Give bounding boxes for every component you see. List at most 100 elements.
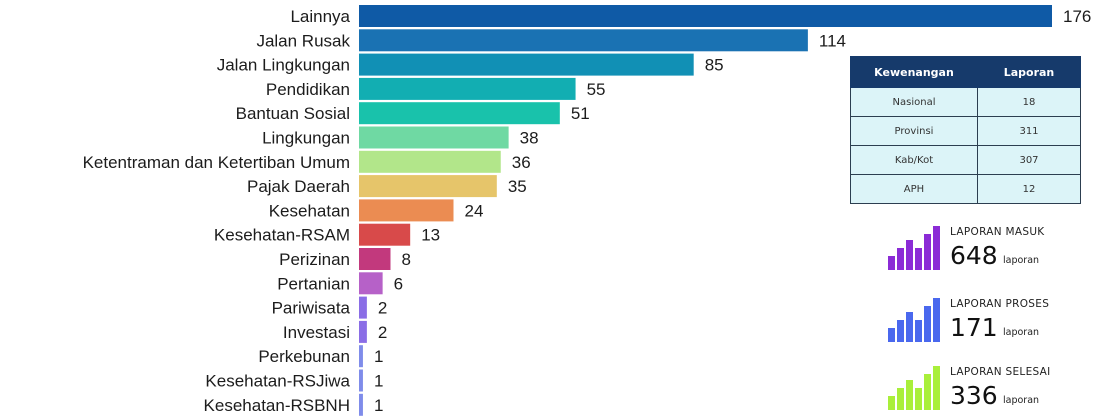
authority-col-header: Kewenangan: [850, 56, 978, 88]
bar: [359, 223, 411, 246]
value-label: 36: [512, 153, 531, 172]
icon-bar: [933, 366, 940, 410]
category-label: Lainnya: [290, 7, 350, 26]
value-label: 176: [1063, 7, 1091, 26]
category-label: Jalan Rusak: [256, 31, 350, 50]
value-label: 114: [819, 31, 846, 50]
reports-cell: 311: [977, 116, 1081, 146]
icon-bar: [915, 248, 922, 270]
category-label: Pariwisata: [272, 299, 351, 318]
bar: [359, 393, 363, 416]
bar: [359, 345, 363, 368]
value-label: 24: [465, 201, 484, 220]
icon-bar: [888, 396, 895, 410]
stat-laporan-proses: LAPORAN PROSES 171 laporan: [886, 290, 1101, 348]
bar: [359, 5, 1052, 27]
bar: [359, 29, 808, 52]
authority-table: Kewenangan Laporan Nasional 18 Provinsi …: [850, 56, 1081, 204]
stat-laporan-selesai: LAPORAN SELESAI 336 laporan: [886, 358, 1101, 416]
authority-table-header: Kewenangan Laporan: [850, 56, 1081, 88]
value-label: 38: [520, 129, 539, 148]
bar: [359, 102, 560, 125]
icon-bar: [924, 234, 931, 270]
value-label: 8: [402, 250, 411, 269]
value-label: 2: [378, 323, 387, 342]
category-label: Perkebunan: [258, 347, 350, 366]
bar: [359, 369, 363, 392]
bar: [359, 248, 391, 270]
bar: [359, 77, 576, 100]
bar: [359, 296, 367, 319]
bar-graph-icon: [888, 366, 940, 410]
stat-title: LAPORAN SELESAI: [950, 366, 1051, 378]
stat-value: 648: [950, 241, 998, 270]
icon-bar: [924, 306, 931, 342]
icon-bar: [906, 312, 913, 342]
icon-bar: [888, 328, 895, 342]
icon-bar: [906, 380, 913, 410]
category-label: Kesehatan-RSBNH: [204, 396, 350, 415]
reports-cell: 18: [977, 87, 1081, 117]
category-label: Kesehatan: [269, 201, 350, 220]
bar: [359, 126, 509, 149]
category-label: Perizinan: [279, 250, 350, 269]
reports-cell: 307: [977, 145, 1081, 175]
icon-bar: [933, 298, 940, 342]
category-label: Pertanian: [277, 274, 350, 293]
icon-bar: [897, 248, 904, 270]
icon-bar: [915, 388, 922, 410]
value-label: 35: [508, 177, 527, 196]
category-label: Lingkungan: [262, 129, 350, 148]
bar: [359, 320, 367, 343]
icon-bar: [933, 226, 940, 270]
authority-cell: Nasional: [850, 87, 978, 117]
icon-bar: [915, 320, 922, 342]
authority-cell: APH: [850, 174, 978, 204]
bar: [359, 175, 497, 198]
bar: [359, 272, 383, 295]
bar-graph-icon: [888, 298, 940, 342]
icon-bar: [897, 320, 904, 342]
value-label: 1: [374, 396, 383, 415]
category-label: Pajak Daerah: [247, 177, 350, 196]
stat-unit: laporan: [1003, 255, 1040, 266]
value-label: 2: [378, 299, 387, 318]
icon-bar: [897, 388, 904, 410]
stat-unit: laporan: [1003, 395, 1040, 406]
category-label: Kesehatan-RSJiwa: [205, 372, 350, 391]
stat-title: LAPORAN MASUK: [950, 226, 1045, 238]
category-label: Ketentraman dan Ketertiban Umum: [83, 153, 350, 172]
table-row: Nasional 18: [850, 87, 1081, 117]
stat-title: LAPORAN PROSES: [950, 298, 1050, 310]
icon-bar: [924, 374, 931, 410]
category-label: Bantuan Sosial: [236, 104, 350, 123]
stat-laporan-masuk: LAPORAN MASUK 648 laporan: [886, 218, 1101, 276]
reports-col-header: Laporan: [977, 56, 1081, 88]
value-label: 6: [394, 274, 403, 293]
bar: [359, 53, 694, 76]
category-label: Jalan Lingkungan: [217, 56, 350, 75]
icon-bar: [888, 256, 895, 270]
value-label: 1: [374, 372, 383, 391]
category-label: Kesehatan-RSAM: [214, 226, 350, 245]
authority-cell: Provinsi: [850, 116, 978, 146]
stat-value: 171: [950, 313, 998, 342]
stat-value: 336: [950, 381, 998, 410]
value-label: 51: [571, 104, 590, 123]
icon-bar: [906, 240, 913, 270]
bar: [359, 199, 454, 222]
bar: [359, 150, 501, 173]
value-label: 85: [705, 56, 724, 75]
category-label: Pendidikan: [266, 80, 350, 99]
reports-cell: 12: [977, 174, 1081, 204]
table-row: Provinsi 311: [850, 116, 1081, 146]
bar-graph-icon: [888, 226, 940, 270]
value-label: 13: [421, 226, 440, 245]
authority-cell: Kab/Kot: [850, 145, 978, 175]
value-label: 55: [587, 80, 606, 99]
table-row: APH 12: [850, 174, 1081, 204]
table-row: Kab/Kot 307: [850, 145, 1081, 175]
category-label: Investasi: [283, 323, 350, 342]
value-label: 1: [374, 347, 383, 366]
